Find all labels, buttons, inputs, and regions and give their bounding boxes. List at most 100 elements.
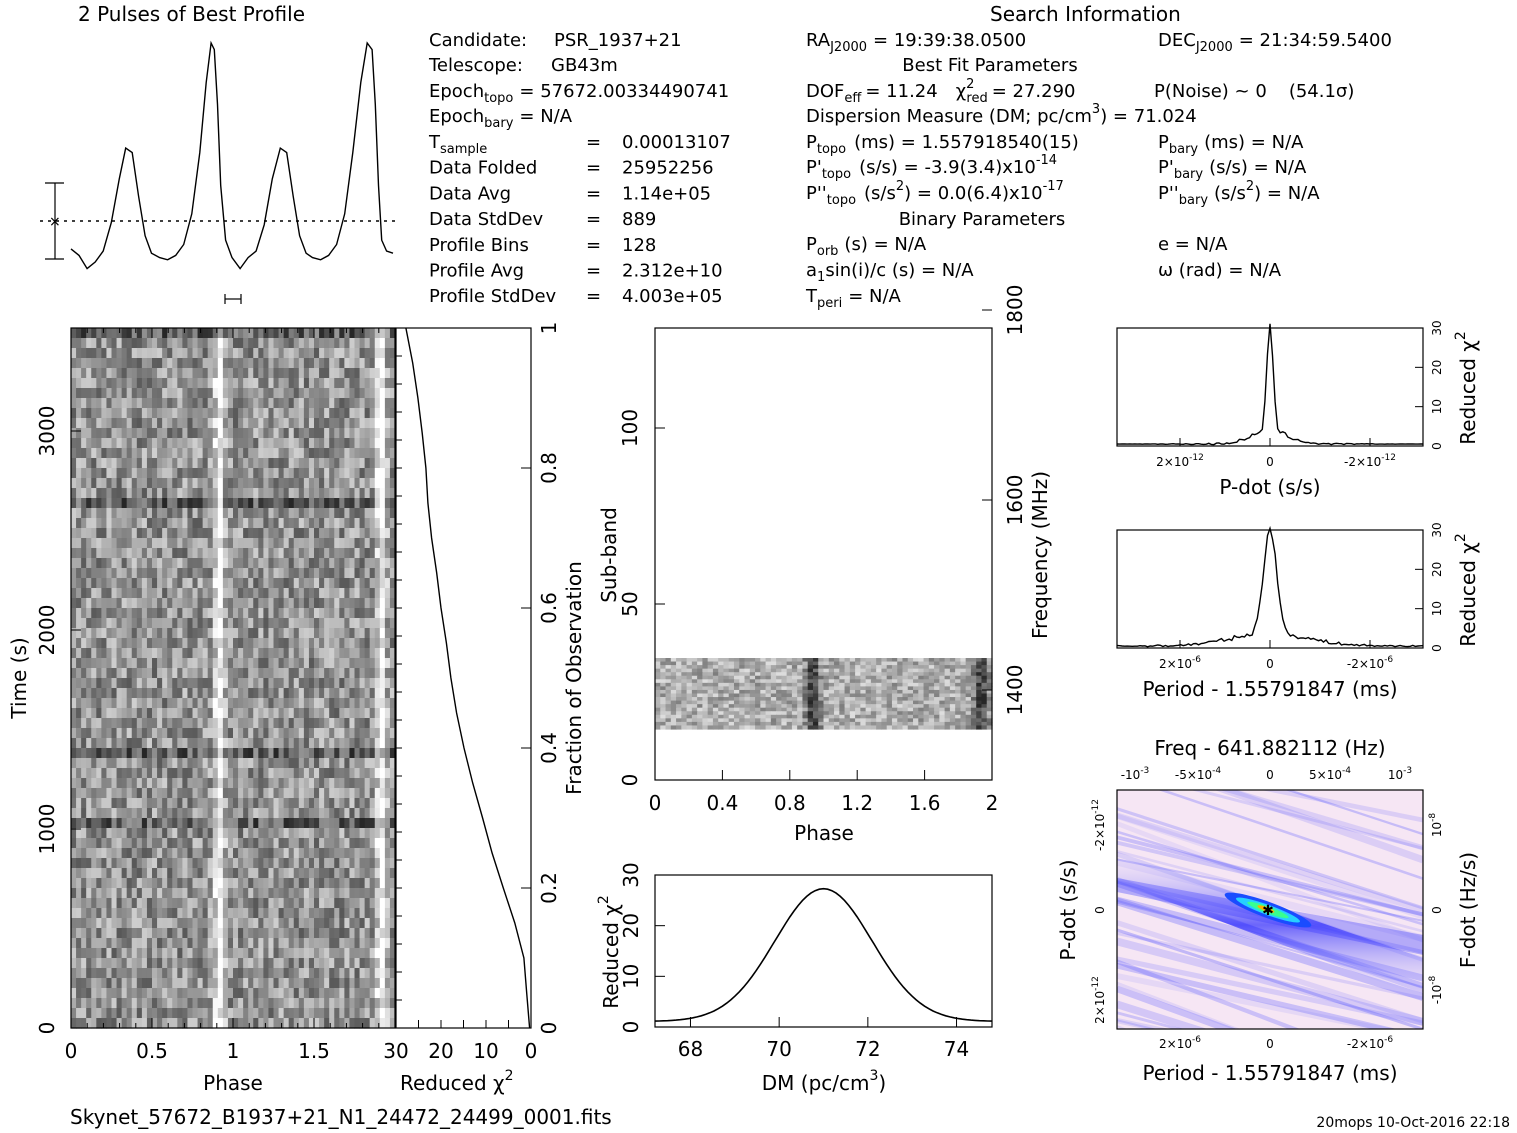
time-axis-label: Time (s) (7, 637, 31, 719)
small-x-tick: -2×10-12 (1344, 453, 1396, 469)
pdot-curve (1116, 323, 1423, 446)
svg-text:P''bary(s/s2) = N/A: P''bary (s/s2) = N/A (1158, 179, 1320, 208)
period-axis-label: Period - 1.55791847 (ms) (1142, 677, 1397, 701)
small-y-tick: 10 (1430, 601, 1444, 616)
dm-redchi-tick: 20 (619, 913, 643, 938)
a1-value: sin(i)/c (s) = N/A (825, 260, 974, 281)
plane-period-label: Period - 1.55791847 (ms) (1142, 1061, 1397, 1085)
dm-redchi-tick: 30 (619, 862, 643, 887)
phase-tick-label: 1 (227, 1039, 240, 1063)
svg-text:a1sin(i)/c (s) = N/A: a1sin(i)/c (s) = N/A (806, 260, 974, 285)
time-tick-label: 2000 (35, 605, 59, 656)
pdtopo-value: (s/s) = -3.9(3.4)x10 (859, 157, 1036, 178)
fraction-axis-label: Fraction of Observation (562, 561, 586, 795)
subband-phase-tick: 2 (986, 791, 999, 815)
pbary-value: (ms) = N/A (1204, 132, 1304, 153)
svg-text:RAJ2000= 19:39:38.0500: RAJ2000 = 19:39:38.0500 (806, 30, 1026, 55)
svg-text:Epochtopo= 57672.00334490741: Epochtopo = 57672.00334490741 (429, 81, 729, 106)
phase-tick-label: 1.5 (298, 1039, 330, 1063)
period-panel: 2×10-6 0 -2×10-6 0 10 20 30 Period - 1.5579184… (1116, 522, 1480, 701)
subband-phase-label: Phase (794, 821, 854, 845)
fraction-tick-label: 0.6 (537, 592, 561, 624)
plane-pdot-tick: -2×10-12 (1091, 799, 1107, 851)
time-phase-ticks: 0 0.5 1 1.5 0 1000 2000 3000 (35, 328, 396, 1063)
svg-text:P'bary(s/s) = N/A: P'bary (s/s) = N/A (1158, 157, 1307, 182)
telescope-label: Telescope: (428, 55, 523, 76)
redchi-tick-label: 20 (428, 1039, 453, 1063)
subband-axis-label: Sub-band (597, 507, 621, 603)
plane-pdot-label: P-dot (s/s) (1056, 859, 1080, 960)
period-ticks: 2×10-6 0 -2×10-6 0 10 20 30 (1159, 522, 1444, 671)
time-phase-panel: 0 0.5 1 1.5 0 1000 2000 3000 Time (s) Phase (7, 327, 396, 1095)
fdot-axis-label: F-dot (Hz/s) (1456, 852, 1480, 968)
redchi-tick-label: 10 (473, 1039, 498, 1063)
info-row-0: Tsample = 0.00013107 (428, 132, 731, 157)
svg-text:Dispersion Measure (DM; pc/cm3: Dispersion Measure (DM; pc/cm3) = 71.024 (806, 102, 1197, 127)
fraction-tick-label: 0 (537, 1022, 561, 1035)
freq-tick: -5×10-4 (1175, 766, 1222, 782)
redchi-tick-label: 0 (525, 1039, 538, 1063)
info-row-3: Data StdDev = 889 (429, 209, 656, 230)
best-fit-header: Best Fit Parameters (902, 55, 1077, 76)
info-row-4: Profile Bins = 128 (429, 235, 656, 256)
subband-phase-tick: 0 (649, 791, 662, 815)
small-y-tick: 10 (1430, 399, 1444, 414)
redchi-tick-label: 30 (383, 1039, 408, 1063)
subband-tick-label: 100 (618, 409, 642, 447)
dm-redchi-label: Reduced χ2 (596, 895, 623, 1009)
time-tick-label: 1000 (35, 804, 59, 855)
tperi-value: = N/A (848, 286, 901, 307)
info-row-2: Data Avg = 1.14e+05 (429, 183, 711, 204)
ra-value: = 19:39:38.0500 (873, 30, 1026, 51)
fdot-tick: 0 (1430, 906, 1444, 914)
time-tick-label: 0 (35, 1022, 59, 1035)
sigma-value: (54.1σ) (1289, 81, 1355, 102)
small-y-tick: 0 (1430, 442, 1444, 450)
freq-tick: 10-3 (1388, 766, 1412, 782)
small-y-tick: 20 (1430, 360, 1444, 375)
profile-panel: × (40, 40, 395, 304)
ecc-value: e = N/A (1158, 234, 1228, 255)
dm-curve (654, 887, 993, 1022)
subband-ticks: 0 0.4 0.8 1.2 1.6 2 0 50 100 1400 1600 1800 (618, 285, 1027, 815)
redchi-fraction-line (405, 327, 531, 1029)
pddtopo-value: ) = 0.0(6.4)x10 (904, 183, 1042, 204)
ptopo-value: (ms) = 1.557918540(15) (854, 132, 1079, 153)
svg-text:Tperi= N/A: Tperi = N/A (805, 286, 902, 311)
subband-phase-tick: 1.2 (841, 791, 873, 815)
plane-period-tick: 0 (1266, 1037, 1274, 1051)
svg-text:Epochbary= N/A: Epochbary = N/A (429, 106, 573, 131)
dm-tick-label: 70 (766, 1037, 791, 1061)
profile-mean-marker: × (49, 214, 61, 230)
plane-period-tick: -2×10-6 (1347, 1035, 1394, 1051)
small-y-tick: 30 (1430, 522, 1444, 537)
dm-tick-label: 72 (855, 1037, 880, 1061)
search-title: Search Information (990, 2, 1181, 26)
dm-redchi-tick: 10 (619, 964, 643, 989)
profile-line (70, 40, 394, 270)
fdot-tick: 10-8 (1428, 813, 1444, 838)
pddbary-value: ) = N/A (1254, 183, 1320, 204)
period-redchi-label: Reduced χ2 (1453, 533, 1480, 647)
dm-panel: 68 70 72 74 0 10 20 30 Reduced χ2 DM (pc/cm3) (596, 862, 993, 1095)
plane-pdot-tick: 2×10-12 (1091, 976, 1107, 1024)
fdot-tick: -10-8 (1428, 975, 1444, 1004)
profile-title: 2 Pulses of Best Profile (78, 2, 305, 26)
ppdot-heatmap (1117, 790, 1423, 1029)
phase-axis-label: Phase (203, 1071, 263, 1095)
omega-value: ω (rad) = N/A (1158, 260, 1282, 281)
freq-axis-label: Freq - 641.882112 (Hz) (1154, 736, 1385, 760)
subband-panel: 0 0.4 0.8 1.2 1.6 2 0 50 100 1400 1600 1800 Sub-ban… (597, 285, 1052, 845)
pdot-ticks: 2×10-12 0 -2×10-12 0 10 20 30 (1156, 320, 1444, 469)
dm-tick-label: 74 (944, 1037, 969, 1061)
svg-text:Porb(s) = N/A: Porb (s) = N/A (806, 234, 927, 259)
candidate-value: PSR_1937+21 (554, 30, 682, 51)
small-x-tick: 2×10-6 (1159, 655, 1201, 671)
freq-tick: 0 (1266, 768, 1274, 782)
pdot-axis-label: P-dot (s/s) (1219, 475, 1320, 499)
dm-tick-label: 68 (678, 1037, 703, 1061)
pdot-redchi-label: Reduced χ2 (1453, 331, 1480, 445)
